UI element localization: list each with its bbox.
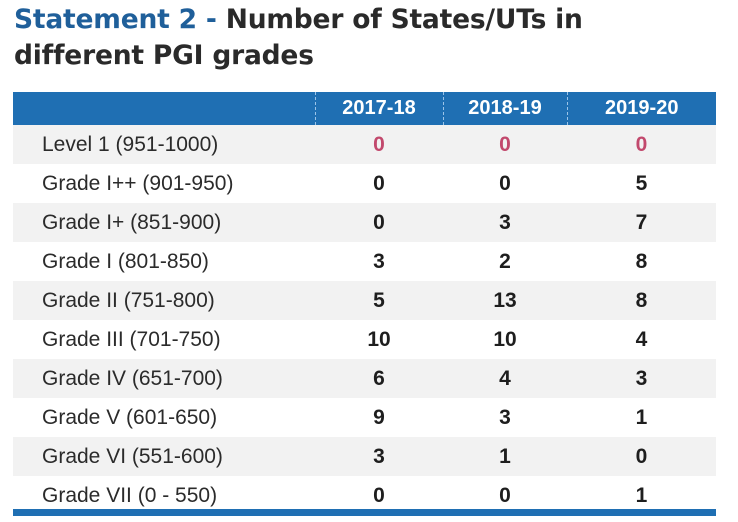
cell-2019-20: 0 [635,132,648,156]
table-row: Grade IV (651-700) 6 4 3 [13,359,716,398]
row-label: Grade I (801-850) [42,249,209,273]
cell-2017-18: 0 [373,171,385,195]
header-2017-18: 2017-18 [314,92,443,125]
cell-2017-18: 0 [373,483,385,507]
cell-2017-18: 10 [367,327,391,351]
cell-2019-20: 8 [635,288,648,312]
table-body: Level 1 (951-1000) 0 0 0 Grade I++ (901-… [13,125,716,515]
table-row: Grade V (601-650) 9 3 1 [13,398,716,437]
title-line1: Number of States/UTs in [225,4,583,35]
cell-2019-20: 5 [635,171,648,195]
header-2018-19: 2018-19 [442,92,567,125]
cell-2019-20: 4 [635,327,648,351]
table-row: Grade I+ (851-900) 0 3 7 [13,203,716,242]
cell-2019-20: 1 [635,483,648,507]
header-row: 2017-18 2018-19 2019-20 [13,92,716,125]
cell-2019-20: 8 [635,249,648,273]
cell-2017-18: 5 [373,288,385,312]
cell-2018-19: 3 [499,405,511,429]
cell-2018-19: 4 [499,366,511,390]
grades-table: 2017-18 2018-19 2019-20 Level 1 (951-100… [13,92,716,515]
title-line2: different PGI grades [14,40,314,71]
row-label: Grade I++ (901-950) [42,171,234,195]
row-label: Grade VI (551-600) [42,444,223,468]
cell-2019-20: 1 [635,405,648,429]
row-label: Grade V (601-650) [42,405,218,429]
table-row: Grade VII (0 - 550) 0 0 1 [13,476,716,515]
row-label: Level 1 (951-1000) [42,132,219,156]
row-label: Grade IV (651-700) [42,366,223,390]
header-cell-blank [13,92,315,125]
page-title: Statement 2 - Number of States/UTs in di… [14,2,583,74]
header-2019-20: 2019-20 [566,92,716,125]
cell-2019-20: 3 [635,366,648,390]
cell-2017-18: 0 [373,132,385,156]
cell-2018-19: 3 [499,210,511,234]
table-bottom-rule [13,509,716,516]
cell-2018-19: 0 [499,171,511,195]
cell-2017-18: 6 [373,366,385,390]
table-row: Level 1 (951-1000) 0 0 0 [13,125,716,164]
title-prefix: Statement 2 - [14,4,217,35]
cell-2019-20: 7 [635,210,648,234]
cell-2017-18: 3 [373,444,385,468]
cell-2018-19: 1 [499,444,511,468]
cell-2017-18: 9 [373,405,385,429]
table-row: Grade III (701-750) 10 10 4 [13,320,716,359]
table-row: Grade VI (551-600) 3 1 0 [13,437,716,476]
cell-2018-19: 0 [499,483,511,507]
table-row: Grade II (751-800) 5 13 8 [13,281,716,320]
cell-2019-20: 0 [635,444,648,468]
cell-2017-18: 3 [373,249,385,273]
cell-2018-19: 10 [493,327,517,351]
table-row: Grade I++ (901-950) 0 0 5 [13,164,716,203]
table-row: Grade I (801-850) 3 2 8 [13,242,716,281]
row-label: Grade II (751-800) [42,288,215,312]
cell-2018-19: 0 [499,132,511,156]
table-header: 2017-18 2018-19 2019-20 [13,92,716,125]
row-label: Grade VII (0 - 550) [42,483,218,507]
cell-2018-19: 2 [499,249,511,273]
row-label: Grade III (701-750) [42,327,221,351]
cell-2017-18: 0 [373,210,385,234]
cell-2018-19: 13 [493,288,517,312]
row-label: Grade I+ (851-900) [42,210,222,234]
